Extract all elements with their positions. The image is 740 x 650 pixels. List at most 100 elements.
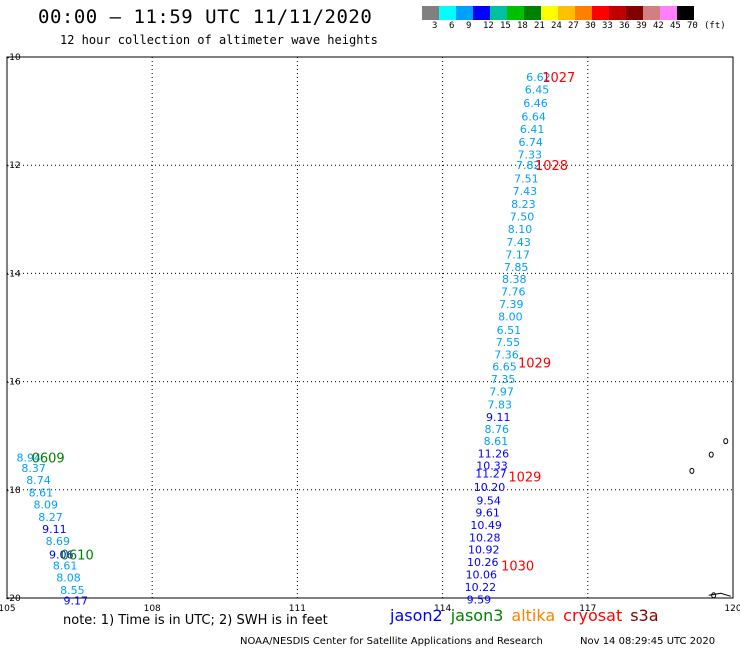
wave-height-value: 7.43: [506, 236, 531, 249]
legend-swatch: [558, 6, 575, 20]
legend-swatch: [524, 6, 541, 20]
satellite-legend-jason2: jason2: [390, 606, 443, 625]
wave-height-value: 6.46: [523, 97, 548, 110]
wave-height-value: 7.55: [496, 336, 521, 349]
wave-height-value: 10.06: [466, 569, 498, 582]
island-outline: [689, 467, 695, 474]
wave-height-value: 10.22: [465, 581, 497, 594]
wave-height-value: 7.83: [487, 398, 512, 411]
legend-tick-label: 6: [449, 21, 455, 31]
pass-time-label: 1027: [542, 71, 575, 86]
wave-height-value: 8.61: [484, 435, 509, 448]
wave-height-value: 7.82: [516, 159, 541, 172]
longitude-tick-label: 108: [144, 604, 161, 614]
map-title: 00:00 – 11:59 UTC 11/11/2020: [38, 6, 373, 28]
legend-swatch: [575, 6, 592, 20]
wave-height-value: 10.20: [474, 481, 506, 494]
longitude-tick-label: 114: [434, 604, 451, 614]
legend-tick-label: 18: [517, 21, 528, 31]
legend-swatch: [490, 6, 507, 20]
coastline: [708, 592, 731, 597]
units-note: note: 1) Time is in UTC; 2) SWH is in fe…: [63, 613, 328, 628]
map-frame: [6, 56, 734, 599]
wave-height-value: 6.51: [497, 324, 522, 337]
wave-height-value: 8.69: [46, 535, 71, 548]
wave-height-value: 9.54: [476, 495, 501, 508]
wave-height-value: 8.76: [485, 423, 510, 436]
legend-swatch: [541, 6, 558, 20]
legend-swatch: [677, 6, 694, 20]
wave-height-value: 8.08: [56, 571, 81, 584]
legend-tick-label: 24: [551, 21, 562, 31]
wave-height-value: 9.17: [63, 595, 88, 608]
wave-height-value: 11.27: [475, 468, 507, 481]
wave-height-value: 7.17: [505, 248, 530, 261]
legend-tick-label: 39: [636, 21, 647, 31]
wave-height-value: 6.45: [525, 83, 550, 96]
legend-tick-label: 12: [483, 21, 494, 31]
longitude-tick-label: 111: [289, 604, 306, 614]
timestamp-text: Nov 14 08:29:45 UTC 2020: [580, 636, 716, 647]
wave-height-value: 8.37: [21, 462, 46, 475]
wave-height-value: 8.10: [508, 223, 533, 236]
wave-height-value: 8.27: [38, 511, 63, 524]
wave-height-value: 7.85: [504, 261, 529, 274]
legend-tick-label: 15: [500, 21, 511, 31]
legend-swatch: [626, 6, 643, 20]
wave-height-value: 7.39: [499, 298, 524, 311]
wave-height-value: 9.11: [42, 523, 67, 536]
wave-height-value: 8.55: [60, 584, 85, 597]
pass-time-label: 0610: [61, 549, 94, 564]
wave-height-value: 6.41: [520, 123, 545, 136]
wave-height-value: 6.62: [526, 71, 551, 84]
legend-swatch: [643, 6, 660, 20]
wave-height-value: 7.51: [514, 173, 539, 186]
latitude-tick-label: -20: [6, 594, 21, 604]
satellite-legend-altika: altika: [511, 606, 556, 625]
wave-height-value: 7.97: [489, 385, 514, 398]
pass-time-label: 1029: [508, 470, 541, 485]
latitude-tick-label: -10: [6, 53, 21, 63]
wave-height-value: 8.74: [26, 474, 51, 487]
latitude-tick-label: -14: [6, 269, 21, 279]
pass-time-label: 1030: [501, 560, 534, 575]
legend-swatch: [473, 6, 490, 20]
wave-height-value: 10.26: [467, 556, 499, 569]
satellite-legend: jason2 jason3 altika cryosat s3a: [390, 606, 667, 625]
island-outline: [723, 438, 729, 445]
wave-height-value: 6.74: [518, 136, 543, 149]
map-subtitle: 12 hour collection of altimeter wave hei…: [60, 33, 378, 47]
wave-height-value: 9.06: [49, 549, 74, 562]
wave-height-value: 10.92: [468, 543, 500, 556]
legend-tick-label: 30: [585, 21, 596, 31]
wave-height-value: 6.65: [492, 360, 517, 373]
latitude-tick-label: -12: [6, 161, 21, 171]
wave-height-value: 7.50: [510, 211, 535, 224]
latitude-tick-label: -18: [6, 486, 21, 496]
island-outline: [711, 592, 717, 599]
wave-height-value: 11.26: [478, 448, 510, 461]
legend-tick-label: (ft): [704, 21, 726, 31]
satellite-legend-s3a: s3a: [630, 606, 659, 625]
legend-swatch: [609, 6, 626, 20]
legend-swatch: [507, 6, 524, 20]
pass-time-label: 1028: [535, 159, 568, 174]
legend-tick-label: 3: [432, 21, 438, 31]
legend-tick-label: 70: [687, 21, 698, 31]
pass-time-label: 0609: [32, 451, 65, 466]
wave-height-value: 10.28: [469, 531, 501, 544]
legend-tick-label: 27: [568, 21, 579, 31]
legend-swatch: [439, 6, 456, 20]
satellite-legend-jason3: jason3: [450, 606, 504, 625]
wave-height-value: 9.59: [467, 594, 492, 607]
legend-swatch: [422, 6, 439, 20]
pass-time-label: 1029: [518, 357, 551, 372]
wave-height-value: 8.38: [502, 273, 527, 286]
legend-tick-labels: 3 6 9 12 15 18 21 24 27 30 33 36 39 42 45 70 (ft): [422, 20, 726, 32]
longitude-tick-label: 120: [724, 604, 740, 614]
wave-height-value: 8.00: [498, 311, 523, 324]
wave-height-value: 8.94: [17, 451, 42, 464]
legend-tick-label: 21: [534, 21, 545, 31]
latitude-tick-label: -16: [6, 378, 21, 388]
